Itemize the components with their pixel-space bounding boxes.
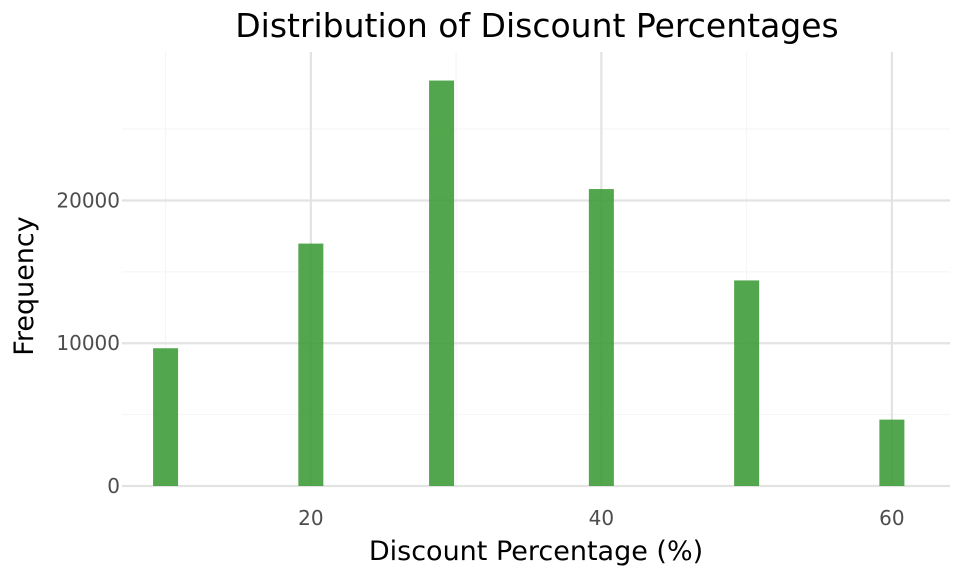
gridlines xyxy=(122,52,950,488)
bar xyxy=(734,280,760,486)
bars xyxy=(153,80,905,487)
y-tick-label: 20000 xyxy=(56,188,120,212)
x-tick-label: 60 xyxy=(879,506,904,530)
x-tick-label: 20 xyxy=(298,506,323,530)
bar xyxy=(429,80,455,486)
y-tick-label: 10000 xyxy=(56,331,120,355)
chart-title: Distribution of Discount Percentages xyxy=(235,6,839,45)
x-tick-label: 40 xyxy=(589,506,614,530)
bar xyxy=(588,189,614,487)
bar xyxy=(298,243,324,486)
y-tick-label: 0 xyxy=(107,474,120,498)
x-axis-ticks: 20 40 60 xyxy=(298,506,905,530)
y-axis-title: Frequency xyxy=(9,216,40,356)
bar xyxy=(153,348,179,486)
y-axis-ticks: 0 10000 20000 xyxy=(56,188,120,498)
x-axis-title: Discount Percentage (%) xyxy=(369,536,703,567)
bar xyxy=(879,419,905,486)
